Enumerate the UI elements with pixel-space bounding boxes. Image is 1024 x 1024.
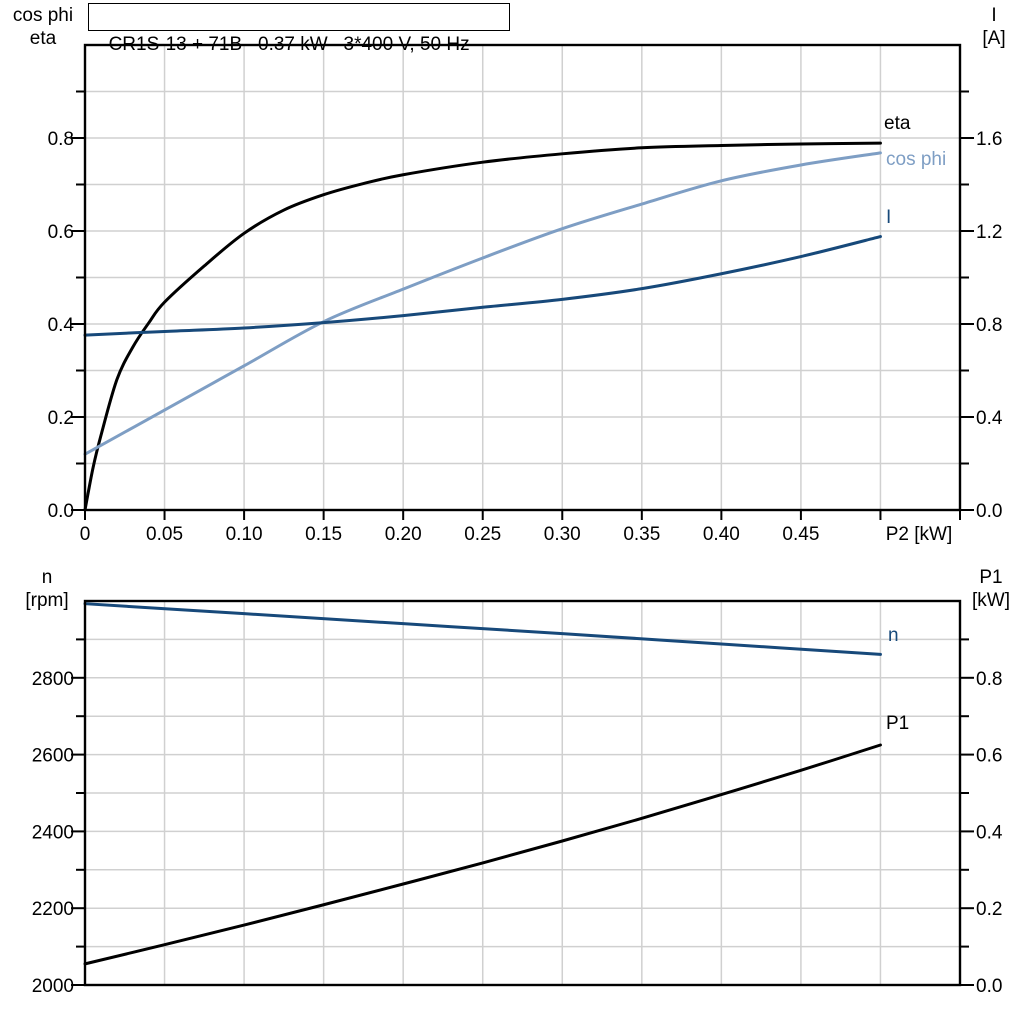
axis-title-line: [A] (982, 28, 1006, 49)
axis-title-cosphi-eta: cos phi eta (4, 4, 82, 50)
axis-title-line: P1 (979, 567, 1003, 588)
tick-label-left: 2200 (32, 899, 74, 920)
tick-label-x: 0.25 (464, 524, 501, 545)
tick-label-x: 0.15 (305, 524, 342, 545)
tick-label-right: 1.2 (976, 222, 1002, 243)
tick-label-x: 0.45 (782, 524, 819, 545)
tick-label-right: 0.8 (976, 315, 1002, 336)
tick-label-left: 2600 (32, 746, 74, 767)
tick-label-x: 0.10 (226, 524, 263, 545)
axis-title-current: I [A] (966, 4, 1022, 50)
axis-title-line: [rpm] (25, 590, 69, 611)
tick-label-left: 0.8 (48, 129, 74, 150)
curve-label-cos-phi: cos phi (886, 149, 947, 170)
curve-I (83, 235, 882, 337)
curve-label-eta: eta (884, 113, 911, 134)
tick-label-left: 0.4 (48, 315, 75, 336)
tick-label-right: 0.4 (976, 408, 1003, 429)
tick-label-right: 0.4 (976, 822, 1003, 843)
tick-label-x: 0.20 (385, 524, 422, 545)
x-axis-label: P2 [kW] (886, 524, 953, 545)
curve-label-current: I (886, 207, 892, 228)
curve-P1 (83, 743, 882, 966)
tick-label-right: 0.6 (976, 746, 1002, 767)
curve-eta (83, 141, 882, 512)
curve-n (83, 602, 882, 656)
chart-title: CR1S-13 + 71B 0.37 kW 3*400 V, 50 Hz (108, 34, 470, 55)
tick-label-x: 0.40 (703, 524, 740, 545)
tick-label-left: 2000 (32, 976, 74, 997)
tick-label-x: 0.05 (146, 524, 183, 545)
axis-title-line: n (41, 567, 53, 588)
tick-label-x: 0.30 (544, 524, 581, 545)
curve-label-speed: n (888, 625, 899, 646)
curve-label-input-power: P1 (886, 713, 910, 734)
tick-label-x: 0 (80, 524, 91, 545)
tick-label-right: 0.2 (976, 899, 1002, 920)
axis-title-line: I (991, 5, 997, 26)
tick-label-right: 0.8 (976, 669, 1002, 690)
tick-label-left: 0.6 (48, 222, 74, 243)
tick-label-right: 0.0 (976, 501, 1002, 522)
axis-title-line: [kW] (972, 590, 1010, 611)
axis-title-line: cos phi (12, 5, 74, 26)
tick-label-right: 1.6 (976, 129, 1002, 150)
tick-label-left: 0.0 (48, 501, 74, 522)
axis-title-line: eta (29, 28, 57, 49)
tick-label-left: 2400 (32, 822, 74, 843)
curve-cos-phi (83, 151, 882, 456)
tick-label-right: 0.0 (976, 976, 1002, 997)
tick-label-x: 0.35 (623, 524, 660, 545)
tick-label-left: 0.2 (48, 408, 74, 429)
axis-title-speed: n [rpm] (8, 566, 86, 612)
tick-label-left: 2800 (32, 669, 74, 690)
axis-title-input-power: P1 [kW] (960, 566, 1022, 612)
chart-title-box: CR1S-13 + 71B 0.37 kW 3*400 V, 50 Hz (88, 3, 510, 55)
